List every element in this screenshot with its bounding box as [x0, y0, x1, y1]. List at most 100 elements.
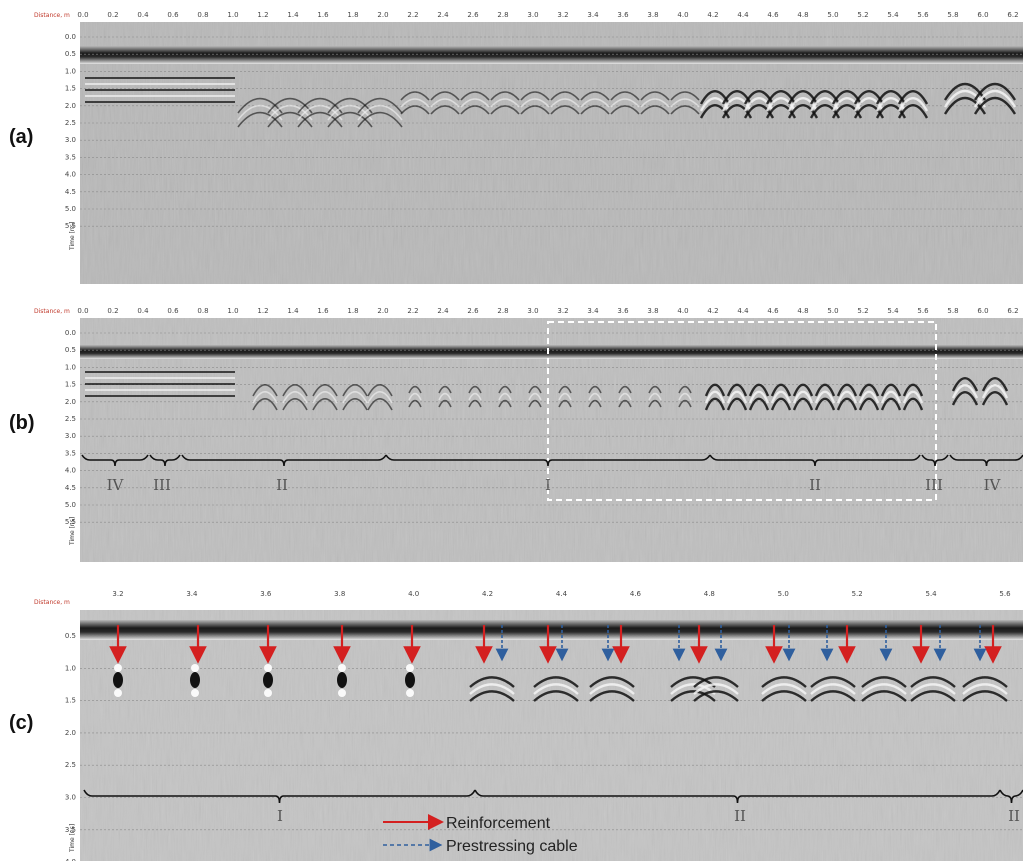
reflection-hyperbola [342, 391, 368, 404]
reflection-hyperbola [408, 392, 422, 401]
zone-label: IV [107, 476, 125, 494]
reflection-hyperbola [693, 690, 739, 702]
panel-a: Distance, m Time [ns] 0.0 0.2 0.4 0.6 0.8 1.0… [34, 11, 1023, 284]
reflection-hyperbola [490, 105, 520, 115]
legend: Reinforcement Prestressing cable [383, 814, 578, 855]
reflection-hyperbola [400, 105, 430, 115]
x-tick-label: 4.6 [630, 590, 642, 598]
x-tick-label: 3.8 [647, 307, 658, 315]
x-tick-label: 4.6 [767, 307, 779, 315]
reflection-hyperbola [468, 392, 482, 401]
y-tick-label: 5.5 [65, 518, 76, 526]
reflection-hyperbola [693, 683, 739, 695]
x-tick-label: 1.0 [227, 11, 238, 19]
reflection-hyperbola [312, 384, 338, 397]
reflection-hyperbola [589, 676, 635, 688]
x-tick-label: 0.6 [167, 11, 179, 19]
reflection-hyperbola [858, 390, 880, 404]
reflection-hyperbola [312, 398, 338, 411]
reflection-hyperbola [282, 384, 308, 397]
reflection-hyperbola [528, 399, 542, 408]
panel-c-distance-label: Distance, m [34, 599, 70, 606]
reflection-hyperbola [357, 104, 403, 121]
x-tick-label: 1.6 [317, 11, 329, 19]
x-tick-label: 4.4 [737, 307, 749, 315]
reflection-hyperbola [810, 676, 856, 688]
x-tick-label: 5.8 [947, 11, 958, 19]
x-tick-label: 3.8 [334, 590, 345, 598]
reflection-hyperbola [880, 397, 902, 411]
y-tick-label: 4.0 [65, 467, 76, 475]
reflection-hyperbola [533, 683, 579, 695]
reflection-hyperbola [951, 391, 979, 406]
x-tick-label: 6.2 [1007, 11, 1018, 19]
x-tick-label: 4.2 [707, 11, 718, 19]
reflection-hyperbola [897, 104, 929, 119]
reflection-hyperbola [400, 91, 430, 101]
reflection-hyperbola [430, 98, 460, 108]
reflection-hyperbola [704, 383, 726, 397]
x-tick-label: 1.6 [317, 307, 329, 315]
reflection-hyperbola [678, 385, 692, 394]
reflection-hyperbola [648, 385, 662, 394]
y-tick-label: 2.5 [65, 415, 76, 423]
reflection-hyperbola [726, 383, 748, 397]
panel-c-label: (c) [9, 712, 34, 734]
reflection-hyperbola [640, 91, 670, 101]
y-tick-label: 0.5 [65, 632, 76, 640]
x-tick-label: 2.2 [407, 307, 418, 315]
reflection-hyperbola [367, 398, 393, 411]
x-tick-label: 4.4 [737, 11, 749, 19]
reflection-hyperbola [589, 690, 635, 702]
reflection-hyperbola [252, 398, 278, 411]
reflection-hyperbola [610, 91, 640, 101]
zone-label: III [925, 476, 943, 494]
reflection-hyperbola [910, 690, 956, 702]
reflection-hyperbola [836, 397, 858, 411]
x-tick-label: 5.4 [887, 11, 899, 19]
x-tick-label: 2.8 [497, 307, 508, 315]
reflection-hyperbola [618, 385, 632, 394]
reflection-hyperbola [297, 111, 343, 128]
reflection-hyperbola [962, 690, 1008, 702]
zone-bracket [474, 789, 1001, 804]
x-tick-label: 3.8 [647, 11, 658, 19]
reflection-hyperbola [327, 111, 373, 128]
x-tick-label: 5.0 [827, 307, 838, 315]
reflection-hyperbola [943, 96, 987, 115]
y-tick-label: 1.0 [65, 664, 76, 672]
legend-reinforcement: Reinforcement [446, 815, 551, 832]
zone-bracket [181, 454, 387, 467]
x-tick-label: 4.8 [704, 590, 715, 598]
x-tick-label: 5.4 [926, 590, 938, 598]
zone-bracket [921, 454, 949, 467]
panel-a-time-label: Time [ns] [69, 222, 76, 251]
reflection-hyperbola [430, 105, 460, 115]
x-tick-label: 4.2 [482, 590, 493, 598]
x-tick-label: 5.6 [917, 307, 929, 315]
reflection-hyperbola [962, 683, 1008, 695]
reflection-hyperbola [814, 397, 836, 411]
panel-b-label: (b) [9, 412, 35, 434]
reflection-hyperbola [973, 96, 1017, 115]
reflection-hyperbola [528, 385, 542, 394]
zoom-region-box [547, 321, 937, 501]
reflection-hyperbola [943, 82, 987, 101]
y-tick-label: 1.0 [65, 363, 76, 371]
reflection-hyperbola [460, 91, 490, 101]
zone-label: II [809, 476, 821, 494]
reflection-hyperbola [468, 385, 482, 394]
panel-c-time-label: Time [ns] [69, 824, 76, 853]
panel-a-distance-label: Distance, m [34, 12, 70, 19]
reflection-hyperbola [490, 91, 520, 101]
reflection-hyperbola [973, 89, 1017, 108]
reflection-hyperbola [693, 676, 739, 688]
x-tick-label: 5.2 [857, 307, 868, 315]
y-tick-label: 2.0 [65, 102, 76, 110]
y-tick-label: 1.5 [65, 697, 76, 705]
reflection-hyperbola [902, 397, 924, 411]
x-tick-label: 4.6 [767, 11, 779, 19]
reflection-hyperbola [357, 111, 403, 128]
rebar-reflection [263, 672, 273, 688]
reflection-hyperbola [678, 392, 692, 401]
